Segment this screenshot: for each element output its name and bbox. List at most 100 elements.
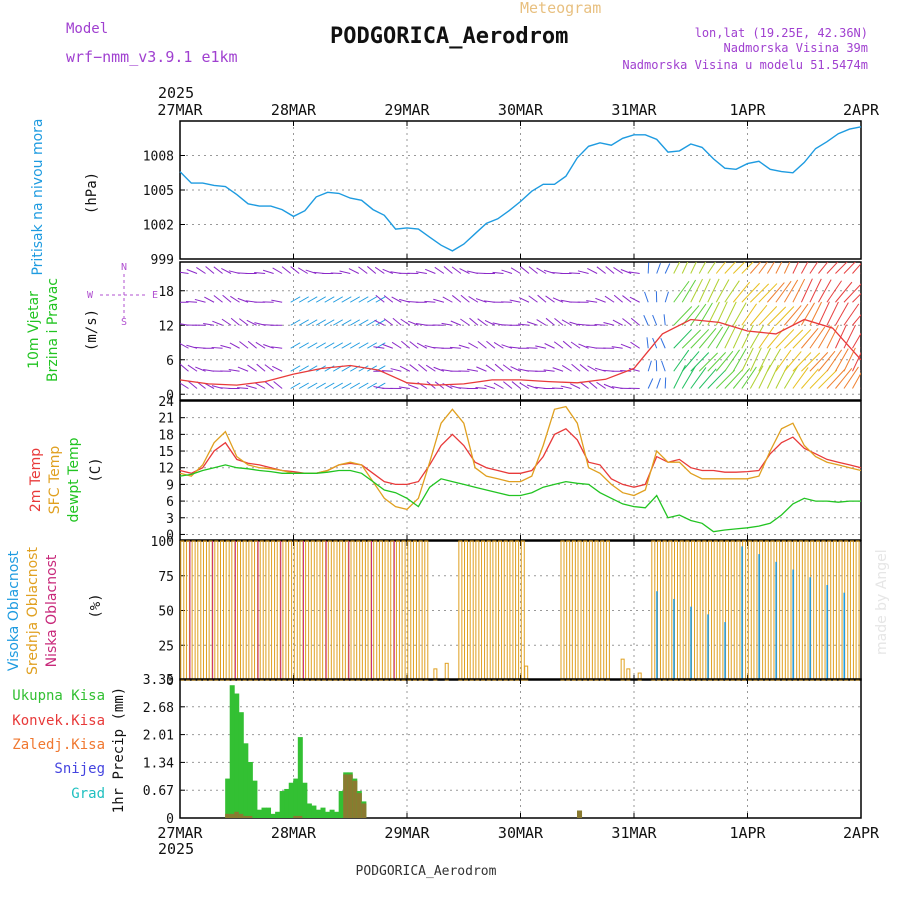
x-tick-label-bottom: 28MAR (271, 824, 317, 842)
mid-cloud-bar (810, 540, 815, 681)
wind-barb (681, 279, 697, 303)
cloud-axis-label: Niska Oblacnost (44, 554, 60, 667)
wind-barb (561, 319, 572, 326)
precip-bar (325, 811, 331, 818)
wind-barb (843, 283, 861, 303)
wind-barb (603, 383, 615, 389)
y-tick-label: 3.35 (143, 673, 174, 688)
wind-barb (843, 262, 856, 274)
wind-barb (391, 296, 402, 303)
wind-barb (180, 363, 189, 372)
wind-barb (749, 347, 762, 372)
mid-cloud-bar (384, 540, 389, 681)
wind-barb (290, 365, 301, 372)
wind-barb (324, 382, 335, 389)
y-tick-label: 0 (166, 388, 174, 403)
wind-barb (715, 350, 734, 372)
mid-cloud-bar (180, 540, 185, 681)
wind-barb (468, 342, 479, 349)
wind-barb (664, 263, 671, 274)
wind-barb (222, 294, 232, 303)
wind-barb (307, 342, 318, 349)
precip-bar (238, 712, 244, 818)
wind-barb (255, 382, 266, 389)
wind-barb (315, 382, 326, 389)
wind-barb (526, 321, 538, 326)
y-tick-label: 6 (166, 495, 174, 510)
wind-barb (647, 262, 650, 274)
precip-legend-0: Ukupna Kisa (12, 688, 105, 704)
mid-cloud-bar (259, 540, 264, 681)
wind-barb (690, 367, 707, 389)
wind-barb (552, 387, 564, 389)
wind-barb (660, 337, 666, 349)
y-tick-label: 1005 (143, 184, 174, 199)
wind-barb (213, 266, 223, 274)
mid-cloud-bar (231, 540, 236, 681)
convective-precip-bar (247, 815, 253, 818)
model-elevation-text: Nadmorska Visina u modelu 51.5474m (622, 58, 868, 72)
wind-barb (860, 347, 861, 349)
mid-cloud-bar (458, 540, 463, 681)
convective-precip-bar (229, 813, 235, 818)
wind-barb (518, 323, 530, 326)
wind-barb (358, 342, 369, 349)
wind-barb (434, 266, 445, 274)
wind-barb (707, 352, 727, 372)
convective-precip-bar (352, 780, 358, 818)
wind-barb (398, 386, 410, 389)
wind-barb (459, 268, 470, 274)
wind-barb (476, 366, 487, 372)
wind-unit: (m/s) (84, 309, 100, 351)
wind-barb (690, 352, 710, 372)
precip-bar (252, 780, 258, 818)
wind-barb (375, 294, 385, 303)
wind-barb (801, 368, 819, 389)
wind-barb (358, 296, 369, 303)
wind-barb (586, 300, 598, 303)
mid-cloud-bar (764, 540, 769, 681)
wind-barb (383, 318, 394, 326)
mid-cloud-small-bar (444, 662, 449, 681)
mid-cloud-bar (242, 540, 247, 681)
wind-barb (407, 320, 419, 326)
wind-barb (467, 368, 479, 372)
wind-barb (298, 382, 309, 389)
meteogram-label: Meteogram (520, 0, 601, 17)
wind-barb (826, 262, 839, 274)
x-tick-label-top: 27MAR (157, 101, 203, 119)
wind-barb (852, 293, 861, 303)
mid-cloud-bar (350, 540, 355, 681)
wind-barb (724, 369, 743, 389)
mid-cloud-bar (197, 540, 202, 681)
wind-barb (475, 298, 487, 303)
wind-barb (180, 301, 181, 303)
station-title: PODGORICA_Aerodrom (330, 24, 568, 49)
wind-barb (843, 366, 859, 389)
wind-barb (715, 301, 728, 326)
y-tick-label: 0 (166, 528, 174, 543)
wind-barb (290, 382, 301, 389)
wind-barb (401, 340, 411, 349)
wind-barb (603, 321, 615, 326)
convective-precip-bar (577, 810, 583, 818)
wind-barb (180, 342, 189, 349)
wind-barb (324, 319, 335, 326)
convective-precip-bar (343, 774, 349, 818)
mid-cloud-bar (498, 540, 503, 681)
y-tick-label: 9 (166, 478, 174, 493)
wind-barb (681, 329, 701, 349)
mid-cloud-bar (237, 540, 242, 681)
mid-cloud-bar (214, 540, 219, 681)
mid-cloud-bar (702, 540, 707, 681)
wind-barb (298, 267, 308, 274)
wind-barb (594, 324, 606, 326)
pressure-unit: (hPa) (84, 172, 100, 214)
mid-cloud-bar (571, 540, 576, 681)
precip-bar (293, 778, 299, 818)
wind-barb (315, 342, 326, 349)
wind-barb (749, 365, 764, 389)
mid-cloud-bar (685, 540, 690, 681)
compass-east: E (152, 290, 158, 301)
wind-barb (758, 283, 778, 303)
